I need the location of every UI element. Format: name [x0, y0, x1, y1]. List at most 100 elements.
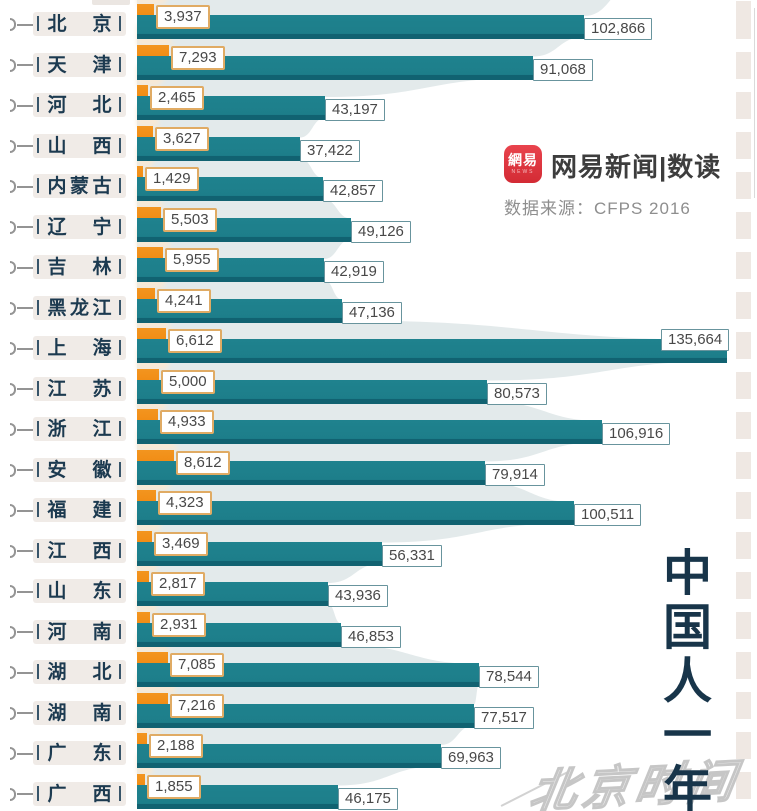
cropped-row-fragment	[92, 0, 130, 5]
bracket-icon	[10, 139, 16, 153]
large-value-label: 42,857	[323, 180, 383, 202]
province-name: 山西	[47, 135, 112, 157]
small-value-label: 4,933	[160, 410, 214, 434]
province-label-box: 湖南	[33, 700, 126, 725]
bracket-dash	[17, 550, 33, 552]
province-name: 江西	[47, 540, 112, 562]
province-label-box: 吉林	[33, 255, 126, 279]
chart-row: 安徽 8,612 79,914	[0, 448, 757, 488]
province-name: 河南	[47, 621, 112, 643]
tick-mark-right	[119, 16, 121, 31]
large-value-label: 79,914	[485, 463, 545, 486]
bracket-dash	[17, 712, 33, 714]
tick-mark-right	[119, 299, 121, 315]
right-thin-line	[754, 8, 755, 198]
bracket-icon	[10, 261, 16, 274]
province-label-box: 河北	[33, 93, 126, 117]
tick-mark-left	[37, 16, 39, 31]
large-value-bar	[137, 420, 602, 444]
chart-row: 山西 3,627 37,422	[0, 124, 757, 164]
tick-mark-right	[119, 502, 121, 517]
bracket-icon	[10, 58, 16, 72]
province-name: 吉林	[47, 257, 112, 278]
tick-mark-right	[119, 421, 121, 436]
chart-row: 河北 2,465 43,197	[0, 83, 757, 123]
province-label-box: 山东	[33, 579, 126, 603]
province-name: 浙江	[47, 419, 112, 440]
bracket-dash	[17, 631, 33, 633]
large-value-label: 102,866	[584, 18, 653, 40]
tick-mark-left	[37, 259, 39, 274]
small-value-label: 5,000	[161, 369, 215, 394]
bracket-dash	[17, 185, 33, 188]
large-value-label: 43,197	[325, 99, 385, 121]
bracket-icon	[10, 666, 16, 679]
tick-mark-left	[37, 502, 39, 517]
bracket-dash	[17, 428, 33, 431]
data-source-label: 数据来源：CFPS 2016	[504, 199, 691, 218]
bracket-icon	[10, 747, 16, 760]
tick-mark-right	[119, 623, 121, 639]
large-value-label: 106,916	[602, 423, 671, 445]
beijing-time-watermark: 北京时间	[526, 754, 746, 811]
small-value-label: 8,612	[176, 450, 230, 475]
chart-row: 浙江 4,933 106,916	[0, 407, 757, 447]
tick-mark-left	[37, 340, 39, 355]
small-value-label: 2,931	[152, 612, 206, 637]
tick-mark-left	[37, 542, 39, 558]
tick-mark-left	[37, 56, 39, 72]
small-value-label: 1,855	[147, 774, 201, 799]
bracket-icon	[10, 180, 16, 193]
chart-row: 内蒙古 1,429 42,857	[0, 164, 757, 204]
province-name: 湖北	[47, 662, 112, 683]
chart-row: 山东 2,817 43,936	[0, 569, 757, 609]
right-dashed-strip	[736, 0, 751, 811]
chart-row: 湖北 7,085 78,544	[0, 650, 757, 690]
bracket-icon	[10, 585, 16, 598]
province-name: 北京	[47, 14, 112, 35]
large-value-bar	[137, 15, 584, 39]
tick-mark-left	[37, 623, 39, 639]
tick-mark-right	[119, 542, 121, 558]
bracket-icon	[10, 423, 16, 436]
province-name: 天津	[47, 54, 112, 76]
tick-mark-right	[119, 218, 121, 234]
province-label-box: 河南	[33, 619, 126, 644]
tick-mark-left	[37, 785, 39, 801]
tick-mark-left	[37, 704, 39, 720]
province-name: 福建	[47, 500, 112, 521]
chart-row: 江西 3,469 56,331	[0, 529, 757, 569]
small-value-label: 4,323	[158, 491, 212, 515]
province-label-box: 福建	[33, 498, 126, 522]
province-label-box: 北京	[33, 12, 126, 36]
bracket-dash	[17, 590, 33, 593]
large-value-label: 37,422	[300, 139, 360, 162]
province-label-box: 山西	[33, 133, 126, 158]
bracket-dash	[17, 266, 33, 269]
province-name: 内蒙古	[47, 176, 112, 197]
bracket-dash	[17, 104, 33, 107]
bracket-icon	[10, 787, 16, 801]
netease-icon-text: 網易	[508, 152, 538, 168]
large-value-label: 91,068	[533, 58, 593, 81]
tick-mark-left	[37, 461, 39, 477]
large-value-label: 43,936	[328, 585, 388, 607]
tick-mark-right	[119, 380, 121, 396]
tick-mark-right	[119, 704, 121, 720]
province-label-box: 浙江	[33, 417, 126, 441]
bracket-dash	[17, 469, 33, 471]
bracket-dash	[17, 64, 33, 66]
province-label-box: 安徽	[33, 457, 126, 482]
chart-row: 天津 7,293 91,068	[0, 43, 757, 83]
tick-mark-left	[37, 137, 39, 153]
province-label-box: 湖北	[33, 660, 126, 684]
province-name: 辽宁	[47, 216, 112, 238]
bracket-dash	[17, 509, 33, 512]
bracket-dash	[17, 752, 33, 755]
tick-mark-right	[119, 785, 121, 801]
bracket-icon	[10, 382, 16, 396]
tick-mark-right	[119, 745, 121, 760]
chart-row: 黑龙江 4,241 47,136	[0, 286, 757, 326]
bracket-dash	[17, 145, 33, 147]
